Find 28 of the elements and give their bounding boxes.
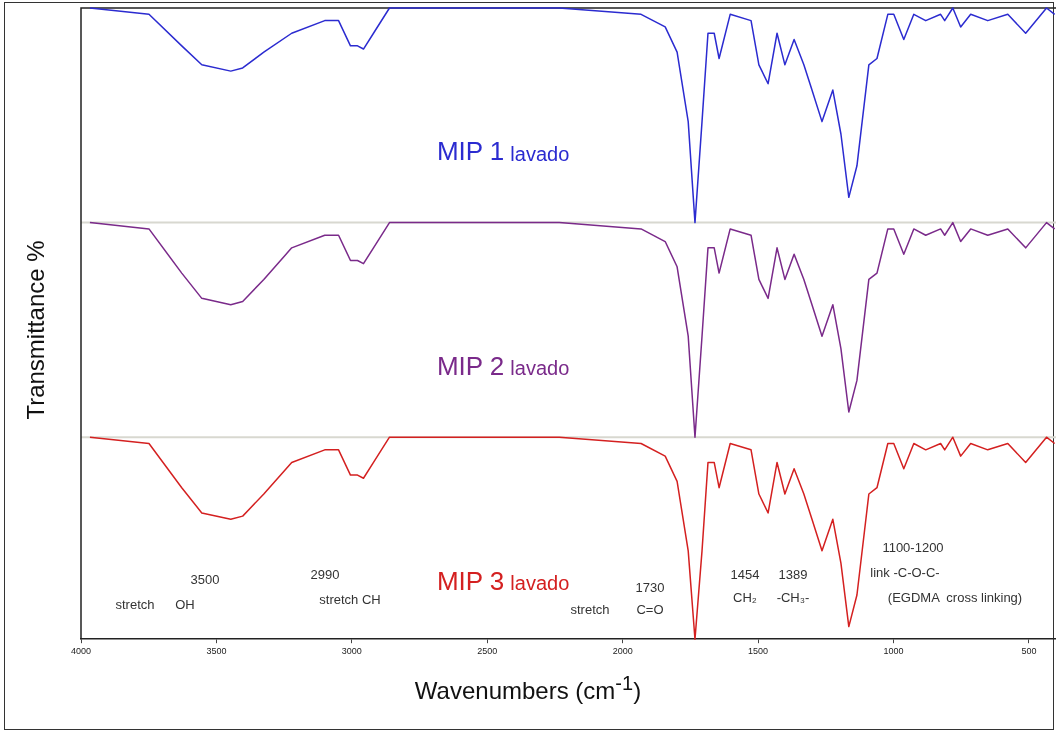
annotation: 1730: [635, 579, 665, 595]
x-axis-title: Wavenumbers (cm$^{-1}$): [413, 672, 643, 705]
x-tick-label: 1000: [883, 646, 904, 657]
annotation: OH: [175, 596, 195, 612]
x-tick-label: 500: [1021, 646, 1037, 657]
x-tick-label: 4000: [70, 646, 92, 657]
text: MIP 3 lavado: [436, 565, 570, 596]
annotation: link -C-O-C-: [870, 564, 940, 580]
annotation: stretch: [115, 596, 155, 612]
x-tick-label: 3500: [206, 646, 227, 657]
y-axis-title: Transmittance %: [22, 240, 50, 420]
annotation: (EGDMA cross linking): [887, 589, 1023, 605]
x-tick-label: 3000: [341, 646, 362, 657]
text: MIP 2 lavado: [436, 350, 570, 381]
annotation: C=O: [636, 601, 664, 617]
annotation: 1389: [778, 566, 808, 582]
text: MIP 1 lavado: [436, 136, 570, 167]
annotation: 3500: [190, 571, 220, 587]
annotation: CH₂: [733, 589, 757, 605]
annotation: 2990: [310, 566, 340, 582]
x-tick-label: 2000: [612, 646, 633, 657]
annotation: 1454: [730, 566, 760, 582]
annotation: stretch CH: [319, 591, 381, 607]
annotation: 1100-1200: [882, 539, 944, 555]
annotation: -CH₃-: [776, 589, 810, 605]
x-tick-label: 1500: [748, 646, 769, 657]
annotation: stretch: [570, 601, 610, 617]
x-tick-label: 2500: [477, 646, 498, 657]
